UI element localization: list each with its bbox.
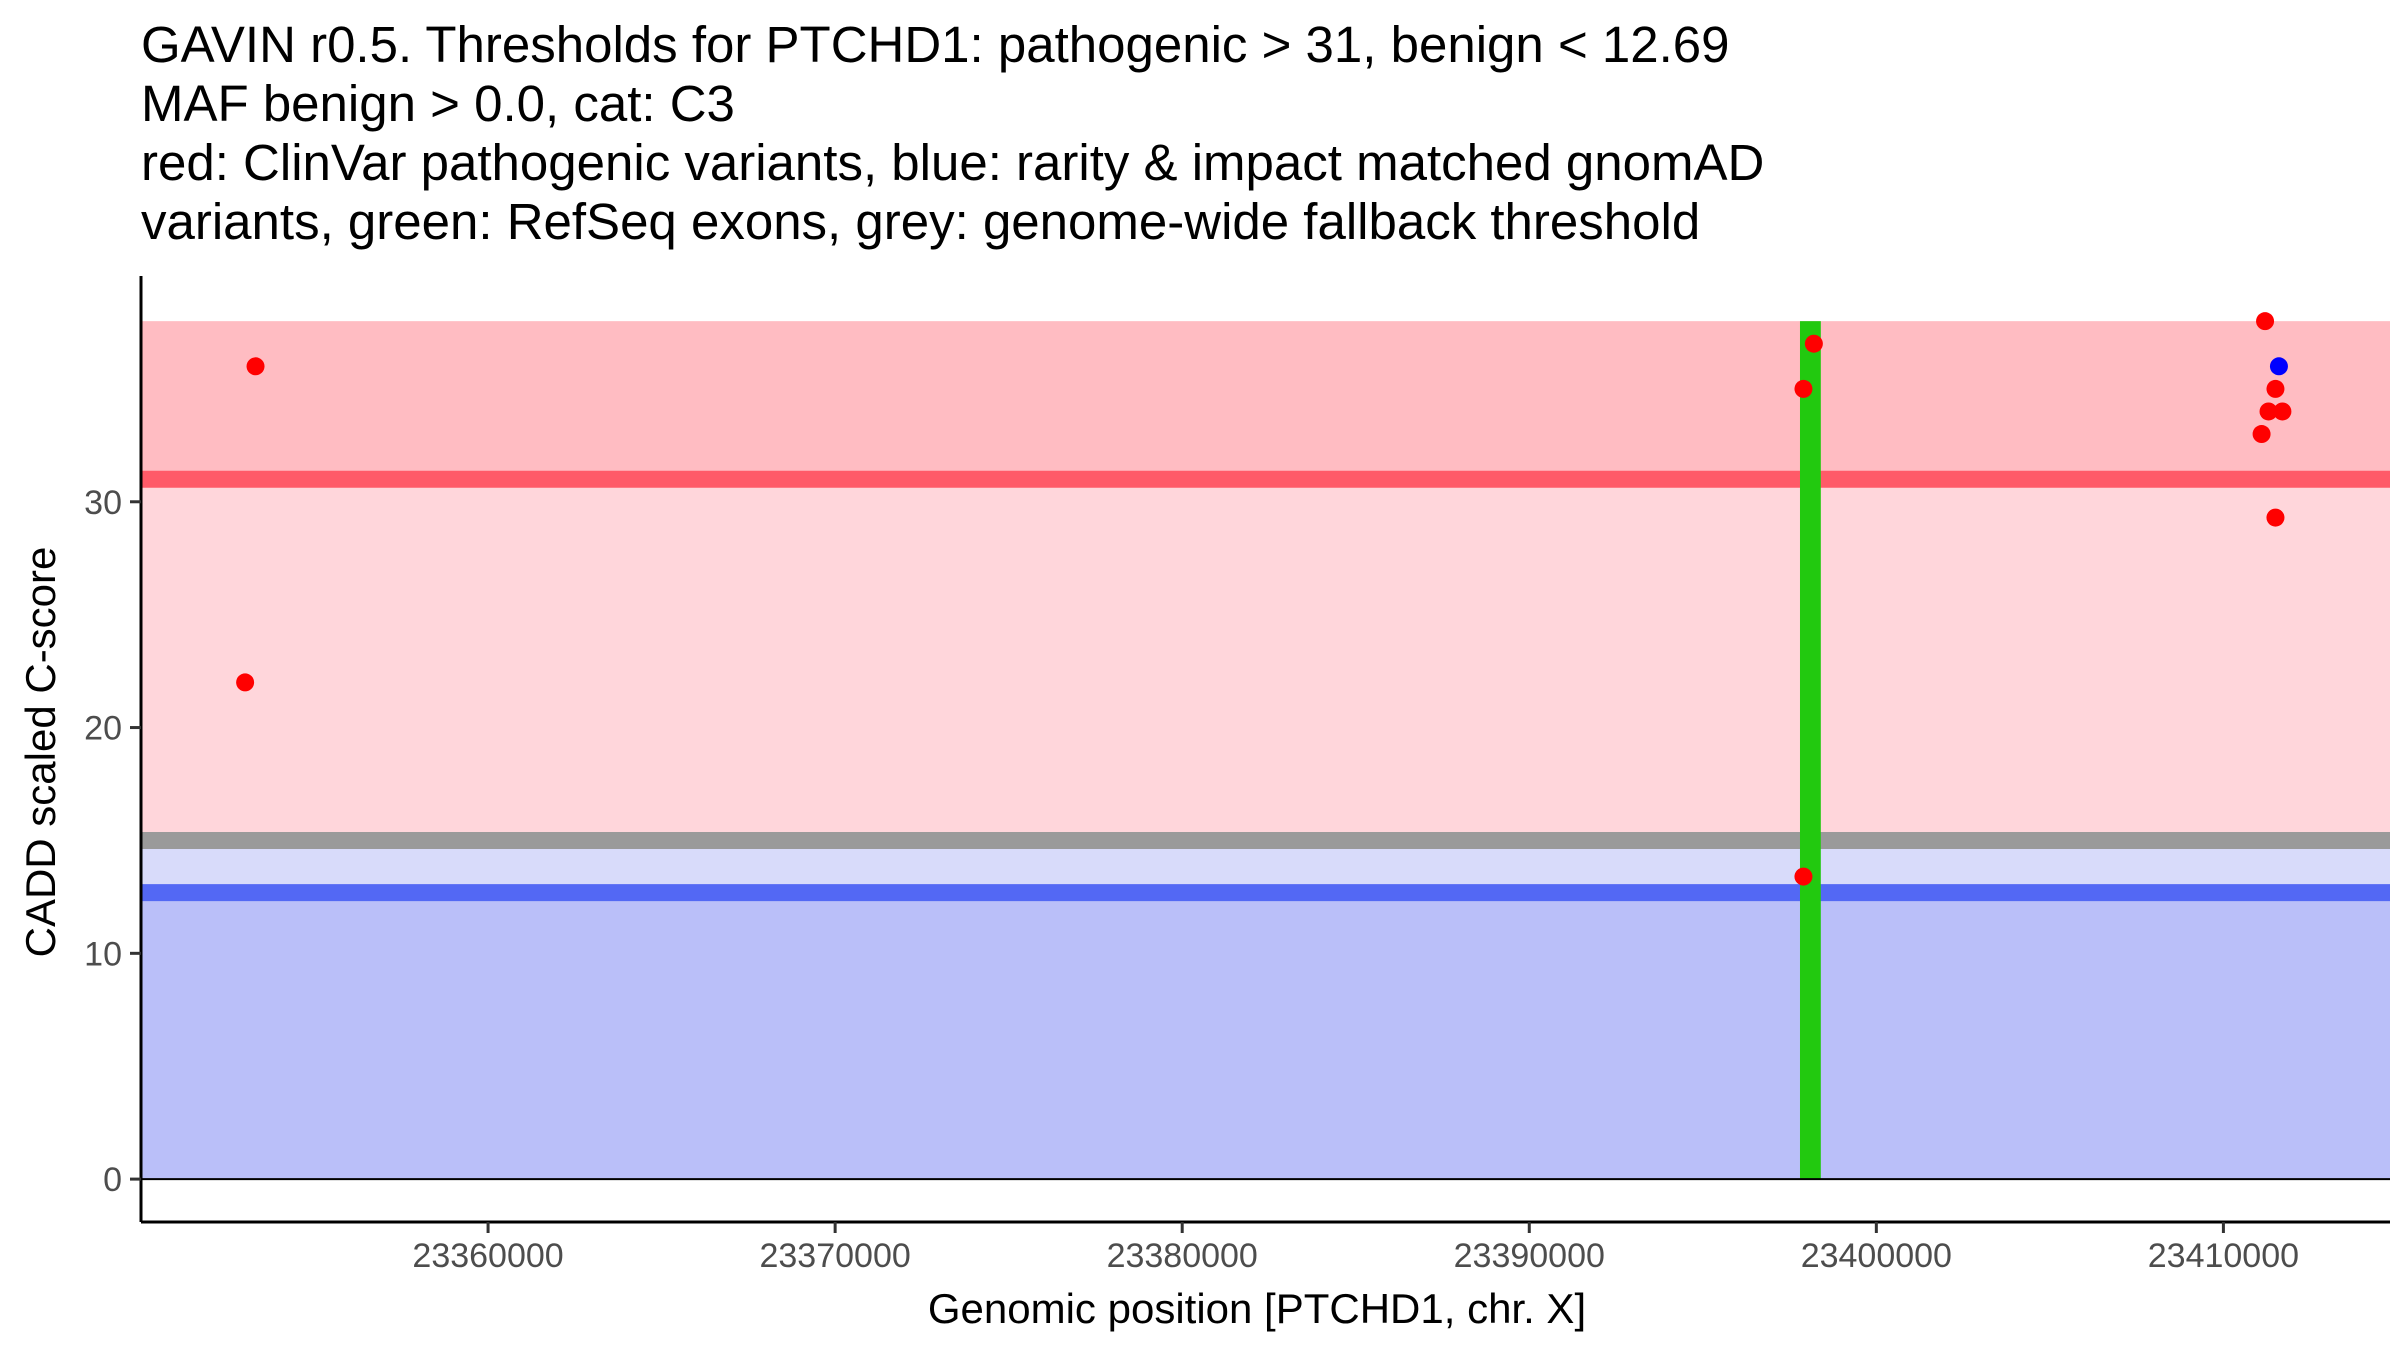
clinvar-pathogenic-point [2266, 508, 2285, 527]
clinvar-pathogenic-point [1794, 379, 1813, 398]
y-tick-label: 10 [84, 935, 122, 973]
x-tick-label: 23380000 [1107, 1237, 1258, 1275]
pathogenic-band [141, 479, 2390, 841]
x-tick-label: 23400000 [1801, 1237, 1952, 1275]
x-tick-label: 23390000 [1454, 1237, 1605, 1275]
clinvar-pathogenic-point [2256, 312, 2275, 331]
title-line-3: red: ClinVar pathogenic variants, blue: … [141, 134, 1764, 191]
axes: 23360000 23370000 23380000 23390000 23400000… [84, 276, 2390, 1275]
exon-layer [1799, 321, 1821, 1180]
clinvar-pathogenic-point [2273, 402, 2292, 421]
x-tick-label: 23410000 [2148, 1237, 2299, 1275]
pathogenic-upper-band [141, 321, 2390, 480]
clinvar-pathogenic-point [246, 357, 265, 376]
clinvar-pathogenic-point [2252, 425, 2271, 444]
intermediate-band [141, 840, 2390, 893]
threshold-bands [141, 321, 2390, 1180]
x-tick-label: 23370000 [759, 1237, 910, 1275]
title-line-1: GAVIN r0.5. Thresholds for PTCHD1: patho… [141, 16, 1730, 73]
clinvar-pathogenic-point [2259, 402, 2278, 421]
y-tick-label: 20 [84, 710, 122, 748]
gnomad-matched-point [2269, 357, 2288, 376]
clinvar-pathogenic-point [236, 673, 255, 692]
variant-points [236, 312, 2292, 886]
title-line-2: MAF benign > 0.0, cat: C3 [141, 75, 735, 132]
y-tick-label: 30 [84, 484, 122, 522]
chart-title: GAVIN r0.5. Thresholds for PTCHD1: patho… [141, 16, 1764, 250]
clinvar-pathogenic-point [1794, 867, 1813, 886]
x-tick-label: 23360000 [412, 1237, 563, 1275]
refseq-exon [1799, 321, 1821, 1180]
x-axis-title: Genomic position [PTCHD1, chr. X] [928, 1285, 1586, 1332]
benign-band [141, 892, 2390, 1180]
clinvar-pathogenic-point [2266, 379, 2285, 398]
y-tick-label: 0 [103, 1161, 122, 1199]
title-line-4: variants, green: RefSeq exons, grey: gen… [141, 193, 1700, 250]
y-axis-title: CADD scaled C-score [17, 547, 64, 958]
clinvar-pathogenic-point [1804, 334, 1823, 353]
